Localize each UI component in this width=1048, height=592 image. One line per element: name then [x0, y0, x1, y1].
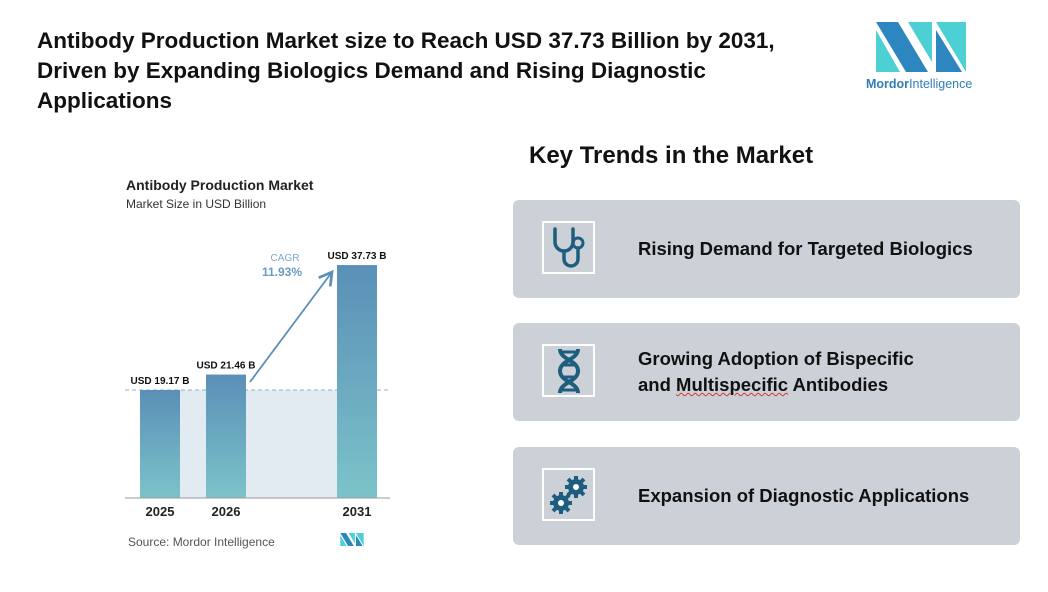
source-note: Source: Mordor Intelligence [128, 535, 275, 549]
bar-2025 [140, 389, 180, 498]
cagr-label: CAGR [271, 253, 300, 264]
gears-icon [542, 468, 595, 521]
chart-subtitle: Market Size in USD Billion [126, 197, 267, 211]
trend-label: Expansion of Diagnostic Applications [638, 485, 970, 506]
page-title: Antibody Production Market size to Reach… [37, 28, 775, 113]
cagr-value: 11.93% [262, 265, 302, 279]
data-label-2031: USD 37.73 B [328, 251, 387, 262]
trend-card-biologics: Rising Demand for Targeted Biologics [513, 200, 1020, 298]
bar-2031 [337, 265, 377, 498]
bar-chart: USD 19.17 B 2025 USD 21.46 B 2026 USD 37.73 … [125, 251, 390, 519]
trend-label: Growing Adoption of Bispecific and Multis… [638, 348, 914, 395]
x-tick-2031: 2031 [343, 504, 372, 519]
logo-text: MordorIntelligence [866, 77, 973, 91]
x-tick-2026: 2026 [212, 504, 241, 519]
trend-card-bispecific: Growing Adoption of Bispecific and Multis… [513, 323, 1020, 421]
dna-icon [542, 344, 595, 397]
x-tick-2025: 2025 [146, 504, 175, 519]
mordor-logo-icon [876, 22, 966, 72]
chart-title: Antibody Production Market [126, 177, 314, 193]
data-label-2026: USD 21.46 B [197, 361, 256, 372]
bar-2026 [206, 374, 246, 498]
trend-label: Rising Demand for Targeted Biologics [638, 238, 973, 259]
stethoscope-icon [542, 221, 595, 274]
data-label-2025: USD 19.17 B [131, 376, 190, 387]
mordor-small-logo-icon [340, 533, 364, 546]
trend-card-diagnostics: Expansion of Diagnostic Applications [513, 447, 1020, 545]
cagr-arrow [249, 269, 334, 383]
trends-title: Key Trends in the Market [529, 142, 814, 169]
